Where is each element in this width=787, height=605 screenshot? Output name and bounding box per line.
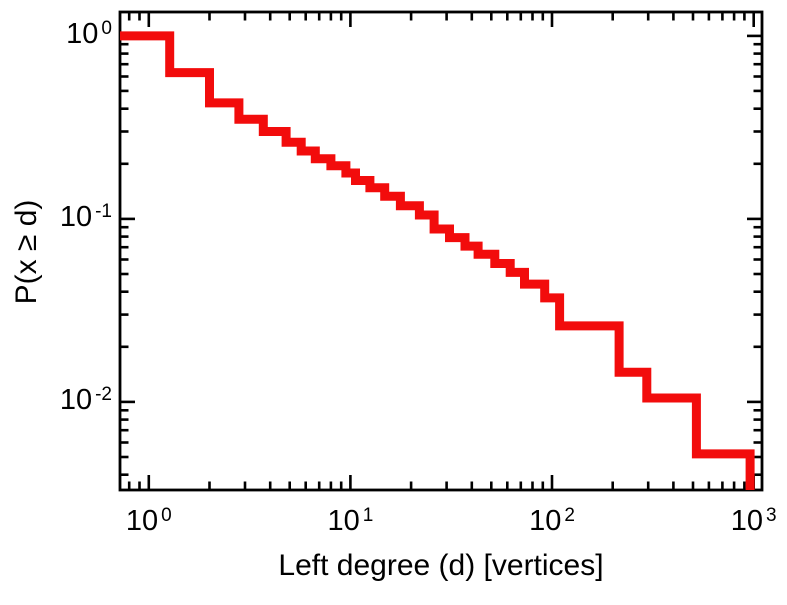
x-tick-label: 10 1 bbox=[327, 505, 374, 537]
x-tick-label: 10 0 bbox=[125, 505, 172, 537]
y-tick-label: 10 -2 bbox=[59, 383, 112, 416]
x-tick-label: 10 3 bbox=[730, 505, 777, 537]
plot-border bbox=[118, 10, 764, 492]
y-tick-label: 10 -1 bbox=[59, 200, 112, 233]
ccdf-step-line bbox=[120, 31, 755, 490]
axis-ticks bbox=[120, 12, 762, 490]
y-tick-label: 10 0 bbox=[66, 17, 112, 50]
x-tick-label: 10 2 bbox=[529, 505, 575, 537]
x-axis-title: Left degree (d) [vertices] bbox=[278, 549, 604, 582]
